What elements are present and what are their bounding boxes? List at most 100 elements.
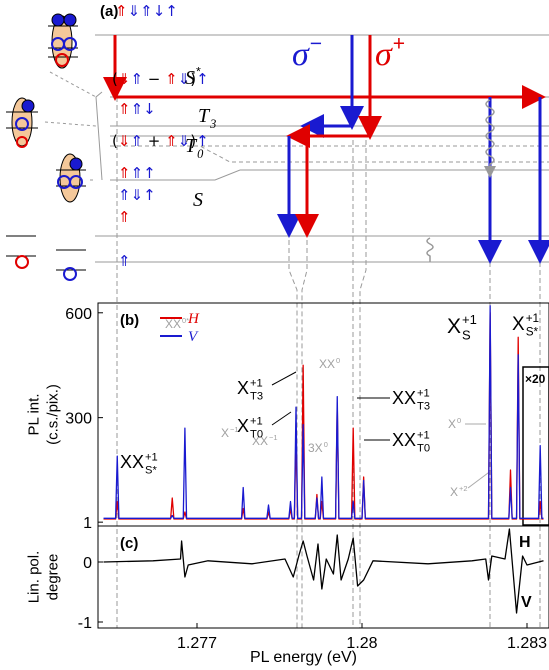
transitions (103, 35, 549, 264)
label-main: X (221, 426, 229, 440)
label-main: X (450, 485, 458, 499)
spin-segment: ⇑ (165, 70, 178, 88)
hole (55, 53, 69, 67)
y-axis-label: Lin. pol. (26, 551, 43, 604)
bracket (95, 91, 103, 181)
spin-segment: ⇓ (118, 132, 131, 150)
label-sup: * (196, 65, 201, 79)
spin-segment: ⇑ (115, 2, 128, 20)
label-main: X (448, 417, 456, 431)
plot-frame (97, 302, 549, 629)
spin-segment: ⇑↑ (131, 164, 156, 182)
label-sup: +1 (417, 387, 430, 399)
electron (51, 13, 65, 27)
x-tick-label: 1.283 (507, 635, 547, 652)
label-main: 3X (308, 441, 323, 455)
y-axis-label: PL int. (26, 394, 43, 436)
label-main: XX (120, 452, 144, 472)
spin-segment: ⇓⇑↓↑ (128, 2, 178, 20)
data-line (103, 528, 544, 614)
spin-segment: ⇑ (130, 132, 143, 150)
inset-box (522, 366, 549, 526)
label-sup: 0 (336, 356, 340, 365)
hole (69, 175, 83, 189)
x-tick-label: 1.277 (177, 635, 217, 652)
pointer (271, 371, 297, 386)
label-sub: T0 (417, 442, 430, 454)
pointer (271, 411, 292, 426)
label-main: S (185, 67, 195, 89)
label-main: σ (375, 36, 393, 73)
label-main: S (193, 189, 203, 211)
label-sub: 0 (197, 147, 204, 161)
label-sup: +1 (417, 429, 430, 441)
label-main: T (185, 135, 198, 157)
panel-label: (a) (100, 3, 118, 20)
label-main: T (198, 105, 211, 127)
label-sup: −1 (230, 425, 238, 434)
spin-segment: ↑ (196, 132, 209, 150)
label-main: X (237, 416, 249, 436)
label-main: V (521, 594, 532, 611)
spin-state: ⇑ (118, 252, 131, 270)
spin-segment: ( (112, 132, 118, 150)
label-sub: S (462, 327, 471, 342)
hole (15, 117, 29, 131)
electron (21, 99, 35, 113)
label-main: σ (292, 36, 310, 73)
legend-label: H (187, 311, 200, 327)
spin-segment: ) (190, 132, 196, 150)
spin-segment: ⇑ (118, 252, 131, 270)
spin-segment: − (143, 70, 165, 88)
legend-label: V (188, 329, 199, 345)
label-main: XX (392, 388, 416, 408)
panel-label: (c) (120, 535, 138, 552)
spin-segment: ⇑⇓↑ (118, 186, 156, 204)
label-sub: T3 (250, 390, 263, 402)
hole (15, 255, 29, 269)
spin-segment: ⇑ (165, 132, 178, 150)
label-sub: S* (145, 464, 157, 476)
y-tick-label: 600 (65, 306, 92, 323)
electron (69, 157, 83, 171)
dot-icons (6, 13, 86, 281)
y-tick-label: 300 (65, 411, 92, 428)
label-sup: +1 (145, 451, 158, 463)
spin-state: ⇑ (118, 208, 131, 226)
label-arrows (271, 371, 493, 489)
spin-segment: ) (190, 70, 196, 88)
spin-segment: ↑ (196, 70, 209, 88)
electron (63, 13, 77, 27)
pointer (467, 469, 493, 489)
spin-state: ⇑⇑↑ (118, 164, 156, 182)
connector (44, 121, 97, 127)
label-sub: S* (526, 326, 539, 339)
spin-segment: ⇑ (118, 164, 131, 182)
spin-state: ⇑⇓⇑↓↑ (115, 2, 178, 20)
level-line (110, 169, 549, 181)
label-main: H (519, 534, 531, 551)
label-sup: +1 (462, 312, 477, 327)
spin-segment: ( (112, 70, 118, 88)
spin-state: ⇑⇓↑ (118, 186, 156, 204)
label-sup: +1 (250, 415, 263, 427)
label-main: XX (252, 434, 268, 448)
relaxation (426, 237, 434, 262)
label-sup: +2 (459, 484, 467, 493)
y-tick-label: -1 (78, 615, 92, 632)
data-line (103, 305, 544, 519)
label-sub: T0 (250, 428, 263, 440)
label-sup: +1 (526, 312, 539, 325)
label-sub: T3 (417, 400, 430, 412)
spin-state: (⇓⇑ + ⇑⇓)↑ (112, 132, 209, 150)
label-sup: 0 (457, 416, 461, 425)
relaxation (484, 99, 496, 178)
label-sup: 0* (182, 316, 189, 325)
label-main: XX (319, 357, 335, 371)
y-axis-label: (c.s./pix.) (45, 384, 62, 445)
spin-segment: ⇑ (118, 100, 131, 118)
label-main: XX (165, 317, 181, 331)
hole (63, 37, 77, 51)
label-sup: +1 (250, 377, 263, 389)
x-tick-label: 1.28 (346, 635, 377, 652)
